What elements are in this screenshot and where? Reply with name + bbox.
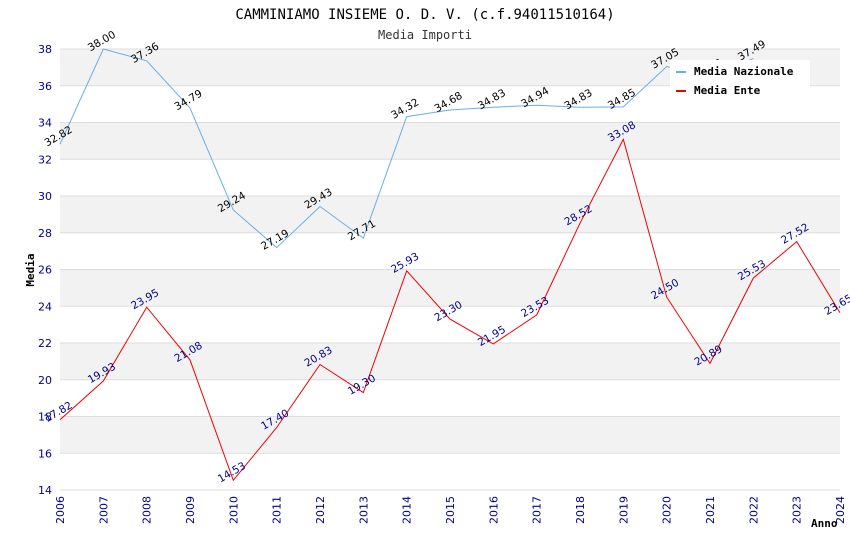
y-tick-label: 18 xyxy=(38,411,52,424)
chart-subtitle: Media Importi xyxy=(378,28,472,42)
y-tick-label: 14 xyxy=(38,484,52,497)
legend-label-media-ente: Media Ente xyxy=(694,84,761,97)
grid-band xyxy=(60,379,840,417)
x-tick-labels: 2006 2007 2008 2009 2010 2011 2012 2013 2014 2015… xyxy=(54,496,847,524)
series-lines xyxy=(59,48,841,482)
y-tick-label: 26 xyxy=(38,264,52,277)
series-line-media-ente xyxy=(59,138,841,482)
grid-band xyxy=(60,306,840,343)
x-tick-label: 2020 xyxy=(661,496,674,524)
x-tick-label: 2022 xyxy=(747,496,760,524)
grid-lines xyxy=(60,48,840,491)
y-tick-label: 32 xyxy=(38,153,52,166)
legend: Media Nazionale Media Ente xyxy=(670,60,810,104)
x-tick-label: 2009 xyxy=(184,496,197,524)
y-tick-label: 36 xyxy=(38,80,52,93)
series-line-media-nazionale xyxy=(59,48,754,249)
x-tick-label: 2023 xyxy=(791,496,804,524)
y-tick-label: 22 xyxy=(38,337,52,350)
x-tick-label: 2019 xyxy=(617,496,630,524)
x-axis-title: Anno xyxy=(811,517,838,530)
x-tick-label: 2007 xyxy=(97,496,110,524)
x-tick-label: 2016 xyxy=(487,496,500,524)
x-tick-label: 2012 xyxy=(314,496,327,524)
y-tick-label: 20 xyxy=(38,374,52,387)
x-tick-label: 2013 xyxy=(357,496,370,524)
y-tick-label: 38 xyxy=(38,43,52,56)
grid-band xyxy=(60,232,840,270)
y-tick-label: 28 xyxy=(38,227,52,240)
grid-bands xyxy=(60,49,840,490)
y-axis-title: Media xyxy=(24,253,37,286)
y-tick-label: 24 xyxy=(38,300,52,313)
grid-band xyxy=(60,416,840,454)
x-tick-label: 2017 xyxy=(531,496,544,524)
grid-band xyxy=(60,196,840,233)
y-tick-label: 34 xyxy=(38,117,52,130)
grid-band xyxy=(60,453,840,490)
x-tick-label: 2024 xyxy=(834,496,847,524)
legend-box xyxy=(670,60,810,104)
y-tick-label: 16 xyxy=(38,447,52,460)
x-tick-label: 2010 xyxy=(227,496,240,524)
y-tick-labels: 14 16 18 20 22 24 26 28 30 32 34 36 38 xyxy=(38,43,52,497)
grid-band xyxy=(60,269,840,307)
y-tick-label: 30 xyxy=(38,190,52,203)
x-tick-label: 2006 xyxy=(54,496,67,524)
x-tick-label: 2014 xyxy=(401,496,414,524)
grid-band xyxy=(60,159,840,196)
grid-band xyxy=(60,122,840,160)
chart-title: CAMMINIAMO INSIEME O. D. V. (c.f.9401151… xyxy=(235,7,614,23)
legend-label-media-nazionale: Media Nazionale xyxy=(694,65,794,78)
x-tick-label: 2021 xyxy=(704,496,717,524)
x-tick-label: 2015 xyxy=(444,496,457,524)
x-tick-label: 2008 xyxy=(141,496,154,524)
x-tick-label: 2011 xyxy=(271,496,284,524)
x-tick-label: 2018 xyxy=(574,496,587,524)
